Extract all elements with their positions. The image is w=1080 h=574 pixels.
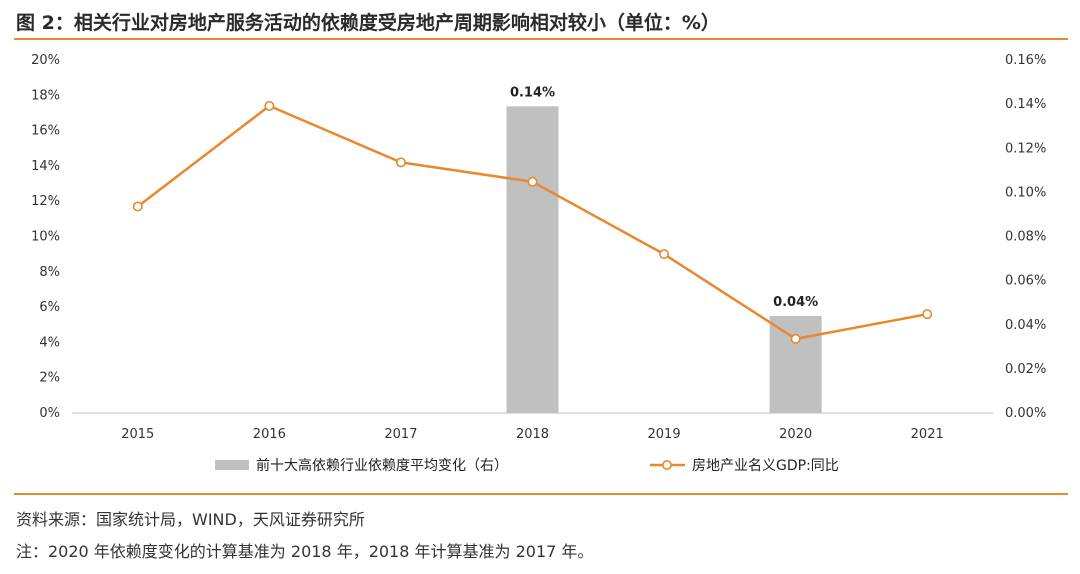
left-tick-label: 0% bbox=[39, 406, 60, 421]
source-note: 资料来源：国家统计局，WIND，天风证券研究所 bbox=[16, 510, 365, 529]
x-tick-label: 2020 bbox=[779, 427, 812, 442]
line-point bbox=[395, 157, 406, 168]
right-tick-label: 0.14% bbox=[1005, 97, 1046, 112]
x-tick-label: 2021 bbox=[911, 427, 944, 442]
left-tick-label: 20% bbox=[31, 53, 60, 68]
right-tick-label: 0.16% bbox=[1005, 53, 1046, 68]
right-tick-label: 0.10% bbox=[1005, 185, 1046, 200]
footer-divider bbox=[14, 493, 1068, 495]
figure-title: 图 2：相关行业对房地产服务活动的依赖度受房地产周期影响相对较小（单位：%） bbox=[16, 12, 720, 34]
left-tick-label: 10% bbox=[31, 230, 60, 245]
right-tick-label: 0.04% bbox=[1005, 318, 1046, 333]
title-divider bbox=[14, 38, 1068, 40]
line-point bbox=[659, 249, 670, 260]
left-tick-label: 2% bbox=[39, 371, 60, 386]
x-tick-label: 2019 bbox=[648, 427, 681, 442]
left-tick-label: 16% bbox=[31, 124, 60, 139]
line-point bbox=[527, 176, 538, 187]
bar-data-label: 0.04% bbox=[773, 295, 818, 310]
left-tick-label: 6% bbox=[39, 300, 60, 315]
right-tick-label: 0.08% bbox=[1005, 230, 1046, 245]
left-tick-label: 4% bbox=[39, 335, 60, 350]
right-tick-label: 0.06% bbox=[1005, 274, 1046, 289]
left-tick-label: 18% bbox=[31, 88, 60, 103]
left-tick-label: 12% bbox=[31, 194, 60, 209]
legend-bar-label: 前十大高依赖行业依赖度平均变化（右） bbox=[256, 457, 508, 474]
legend-bar-swatch bbox=[215, 460, 249, 470]
chart: 0% 2% 4% 6% 8% 10% 12% 14% 16% 18% 20% 0.00% 0.02% 0.… bbox=[31, 53, 1046, 474]
bar-data-label: 0.14% bbox=[510, 85, 555, 100]
right-tick-label: 0.12% bbox=[1005, 141, 1046, 156]
left-tick-label: 14% bbox=[31, 159, 60, 174]
legend-line-label: 房地产业名义GDP:同比 bbox=[692, 458, 839, 474]
x-tick-label: 2017 bbox=[384, 427, 417, 442]
x-tick-label: 2015 bbox=[121, 427, 154, 442]
bar bbox=[769, 315, 822, 413]
legend-line-marker bbox=[661, 459, 672, 470]
bar bbox=[506, 106, 559, 414]
footnote: 注：2020 年依赖度变化的计算基准为 2018 年，2018 年计算基准为 2… bbox=[16, 542, 594, 561]
line-point bbox=[132, 201, 143, 212]
left-tick-label: 8% bbox=[39, 265, 60, 280]
right-tick-label: 0.00% bbox=[1005, 406, 1046, 421]
x-tick-label: 2018 bbox=[516, 427, 549, 442]
right-tick-label: 0.02% bbox=[1005, 362, 1046, 377]
line-point bbox=[790, 333, 801, 344]
x-tick-label: 2016 bbox=[253, 427, 286, 442]
line-point bbox=[922, 309, 933, 320]
line-point bbox=[264, 100, 275, 111]
